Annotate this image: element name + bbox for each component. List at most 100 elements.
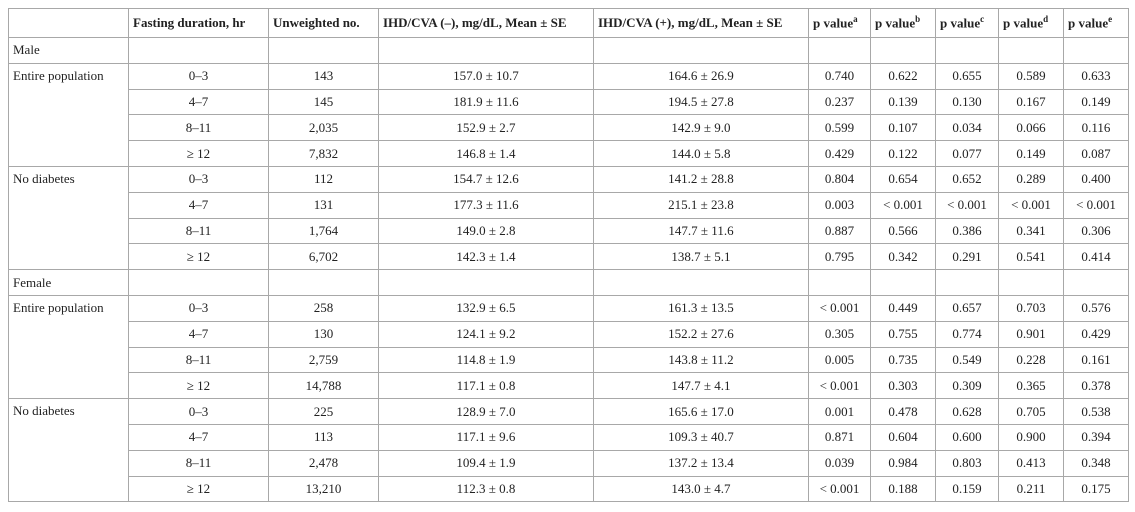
data-cell: 0.394 <box>1063 423 1129 451</box>
data-cell: < 0.001 <box>998 191 1064 219</box>
data-cell: 165.6 ± 17.0 <box>593 398 809 425</box>
data-cell: 117.1 ± 9.6 <box>378 423 594 451</box>
data-cell: 0.386 <box>935 217 999 245</box>
data-cell: 14,788 <box>268 372 379 400</box>
header-text: p value <box>875 15 916 31</box>
header-superscript: c <box>980 14 985 25</box>
data-row: 4–7 131 177.3 ± 11.6 215.1 ± 23.8 0.003 < 0.0… <box>9 191 1129 219</box>
data-cell: 143 <box>268 62 379 90</box>
data-row: 4–7 145 181.9 ± 11.6 194.5 ± 27.8 0.237 0.139… <box>9 88 1129 116</box>
data-cell: 0.122 <box>870 140 936 167</box>
data-cell: 0.149 <box>998 140 1064 167</box>
table-body: Male Entire population 0–3 143 157.0 ± 10.7 1… <box>8 37 1129 503</box>
data-cell: 4–7 <box>128 320 269 348</box>
data-cell: 0.803 <box>935 449 999 477</box>
data-cell: < 0.001 <box>870 191 936 219</box>
header-cell: IHD/CVA (+), mg/dL, Mean ± SE <box>593 8 809 38</box>
empty-cell <box>1063 269 1129 296</box>
data-cell: 143.0 ± 4.7 <box>593 475 809 503</box>
header-text: p value <box>1003 15 1044 31</box>
data-cell: 0.306 <box>1063 217 1129 245</box>
data-cell: 124.1 ± 9.2 <box>378 320 594 348</box>
data-cell: 147.7 ± 4.1 <box>593 372 809 400</box>
data-cell: 0.901 <box>998 320 1064 348</box>
data-cell: 114.8 ± 1.9 <box>378 346 594 374</box>
empty-cell <box>870 37 936 64</box>
group-label: Entire population <box>8 294 129 400</box>
data-row: 8–11 2,035 152.9 ± 2.7 142.9 ± 9.0 0.599 0.10… <box>9 114 1129 142</box>
data-cell: 0–3 <box>128 294 269 322</box>
data-cell: 0.077 <box>935 140 999 167</box>
data-cell: 0.549 <box>935 346 999 374</box>
data-cell: ≥ 12 <box>128 140 269 167</box>
data-cell: 131 <box>268 191 379 219</box>
data-cell: 137.2 ± 13.4 <box>593 449 809 477</box>
data-cell: 0.984 <box>870 449 936 477</box>
sex-label: Female <box>8 269 129 296</box>
data-cell: ≥ 12 <box>128 243 269 271</box>
empty-cell <box>808 269 871 296</box>
data-cell: < 0.001 <box>808 372 871 400</box>
data-row: No diabetes 0–3 225 128.9 ± 7.0 165.6 ± 17.0… <box>8 398 1129 503</box>
header-text: p value <box>1068 15 1109 31</box>
data-cell: 0.429 <box>1063 320 1129 348</box>
data-cell: 0.167 <box>998 88 1064 116</box>
data-row: Entire population 0–3 258 132.9 ± 6.5 161.3 … <box>8 294 1129 400</box>
data-cell: 0.755 <box>870 320 936 348</box>
data-cell: 0.652 <box>935 165 999 193</box>
group-label: No diabetes <box>8 398 129 503</box>
group-label: Entire population <box>8 62 129 167</box>
data-cell: 145 <box>268 88 379 116</box>
data-cell: 130 <box>268 320 379 348</box>
empty-cell <box>378 269 594 296</box>
data-cell: 0.005 <box>808 346 871 374</box>
data-cell: 144.0 ± 5.8 <box>593 140 809 167</box>
data-cell: 0.705 <box>998 398 1064 425</box>
data-cell: 0.735 <box>870 346 936 374</box>
data-cell: 0.305 <box>808 320 871 348</box>
data-cell: 0.289 <box>998 165 1064 193</box>
data-cell: 0.604 <box>870 423 936 451</box>
data-cell: 0.237 <box>808 88 871 116</box>
data-cell: ≥ 12 <box>128 475 269 503</box>
header-cell: p valuec <box>935 8 999 38</box>
data-cell: 4–7 <box>128 88 269 116</box>
data-cell: 194.5 ± 27.8 <box>593 88 809 116</box>
data-cell: 142.9 ± 9.0 <box>593 114 809 142</box>
empty-cell <box>870 269 936 296</box>
data-cell: 164.6 ± 26.9 <box>593 62 809 90</box>
data-cell: 0.188 <box>870 475 936 503</box>
data-cell: 2,478 <box>268 449 379 477</box>
data-row: ≥ 12 13,210 112.3 ± 0.8 143.0 ± 4.7 < 0.001 0… <box>9 475 1129 503</box>
data-cell: 4–7 <box>128 423 269 451</box>
data-cell: 0.291 <box>935 243 999 271</box>
data-cell: 0.365 <box>998 372 1064 400</box>
data-cell: 0.378 <box>1063 372 1129 400</box>
data-cell: 0.066 <box>998 114 1064 142</box>
data-cell: 0.034 <box>935 114 999 142</box>
data-row: 8–11 2,759 114.8 ± 1.9 143.8 ± 11.2 0.005 0.7… <box>9 346 1129 374</box>
data-cell: 149.0 ± 2.8 <box>378 217 594 245</box>
header-superscript: d <box>1043 14 1049 25</box>
empty-cell <box>378 37 594 64</box>
data-cell: < 0.001 <box>808 475 871 503</box>
data-cell: 141.2 ± 28.8 <box>593 165 809 193</box>
data-cell: 143.8 ± 11.2 <box>593 346 809 374</box>
header-superscript: a <box>853 14 858 25</box>
data-row: No diabetes 0–3 112 154.7 ± 12.6 141.2 ± 28.… <box>8 165 1129 271</box>
empty-cell <box>998 37 1064 64</box>
data-cell: 0–3 <box>128 165 269 193</box>
data-cell: 0.657 <box>935 294 999 322</box>
data-cell: 0.900 <box>998 423 1064 451</box>
data-cell: 0.001 <box>808 398 871 425</box>
data-cell: 0.804 <box>808 165 871 193</box>
data-cell: 0.400 <box>1063 165 1129 193</box>
empty-cell <box>808 37 871 64</box>
empty-cell <box>128 37 269 64</box>
header-text: p value <box>940 15 981 31</box>
data-cell: 109.3 ± 40.7 <box>593 423 809 451</box>
data-cell: 142.3 ± 1.4 <box>378 243 594 271</box>
sex-label: Male <box>8 37 129 64</box>
data-cell: 0.429 <box>808 140 871 167</box>
data-cell: 0.740 <box>808 62 871 90</box>
